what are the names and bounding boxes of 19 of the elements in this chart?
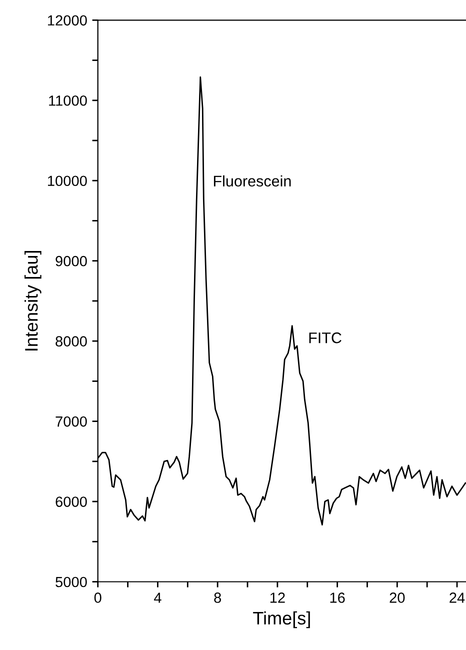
- y-tick-label: 5000: [56, 576, 87, 588]
- x-tick-label: 20: [390, 592, 405, 603]
- x-tick-label: 0: [94, 592, 102, 603]
- y-tick-label: 11000: [49, 95, 87, 106]
- y-tick-label: 6000: [56, 496, 87, 507]
- y-tick-label: 10000: [48, 176, 87, 186]
- x-tick-label: 16: [330, 592, 345, 603]
- x-axis-title: Time[s]: [253, 611, 310, 628]
- x-tick-label: 24: [450, 592, 465, 603]
- y-tick-label: 7000: [56, 416, 87, 427]
- y-tick-label: 12000: [48, 15, 87, 26]
- y-tick-label: 8000: [56, 336, 87, 346]
- annotation: FITC: [309, 332, 342, 344]
- annotation: Fluorescein: [214, 175, 291, 187]
- x-tick-label: 8: [214, 592, 221, 603]
- x-tick-label: 4: [154, 592, 162, 603]
- y-tick-label: 9000: [56, 256, 87, 266]
- y-axis-title: Intensity [au]: [24, 251, 42, 350]
- x-tick-label: 12: [270, 592, 285, 603]
